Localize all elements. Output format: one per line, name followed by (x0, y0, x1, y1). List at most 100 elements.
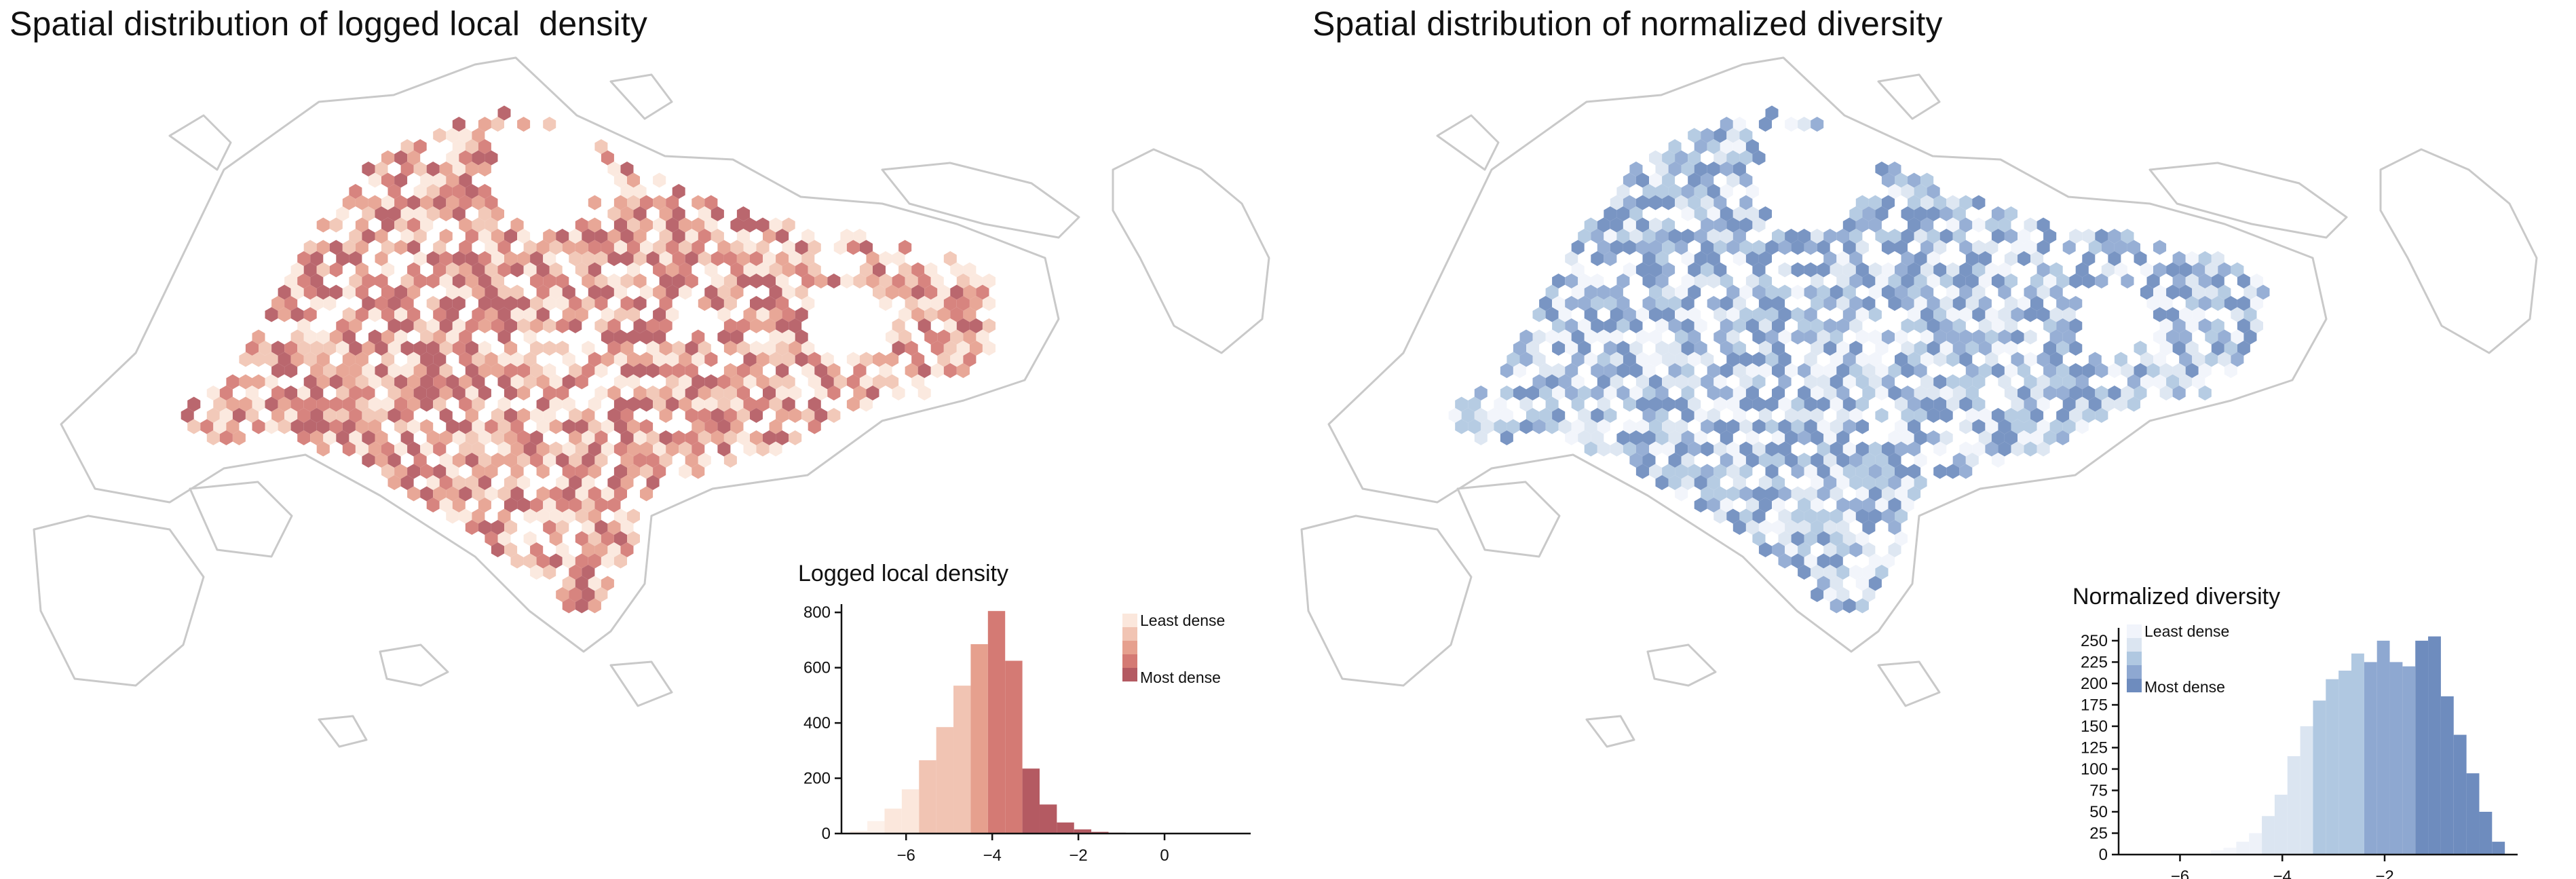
diversity-hex-cell (2179, 352, 2193, 367)
density-hex-cell (497, 441, 511, 457)
diversity-hex-cell (1578, 386, 1591, 400)
density-hex-cell (452, 475, 466, 490)
density-hex-cell (478, 341, 491, 356)
diversity-hex-cell (1726, 441, 1740, 457)
diversity-hex-cell (1649, 262, 1663, 278)
density-hex-cell (769, 352, 782, 367)
diversity-hex-cell (1707, 229, 1720, 244)
density-hex-cell (717, 374, 731, 390)
diversity-bar (2428, 636, 2441, 855)
density-hex-cell (342, 284, 356, 300)
diversity-hex-cell (1972, 441, 1986, 457)
density-hex-cell (517, 386, 531, 400)
density-hex-cell (756, 307, 770, 322)
density-hex-cell (717, 441, 731, 457)
density-hex-cell (620, 542, 634, 557)
density-hex-cell (672, 229, 685, 244)
diversity-hex-cell (1908, 464, 1921, 479)
density-hex-cell (252, 396, 265, 412)
density-hex-cell (723, 341, 737, 356)
density-hex-cell (420, 419, 434, 434)
diversity-hex-cell (1946, 352, 1960, 367)
density-hex-cell (717, 284, 731, 300)
density-hex-cell (523, 352, 537, 367)
density-hex-cell (355, 217, 368, 233)
density-hex-cell (290, 352, 304, 367)
density-hex-cell (640, 195, 654, 210)
diversity-hex-cell (1765, 352, 1779, 367)
diversity-hex-cell (1635, 217, 1649, 233)
diversity-hex-cell (1842, 396, 1856, 412)
density-map (33, 56, 1270, 748)
density-hex-cell (898, 240, 912, 255)
diversity-hex-cell (1635, 329, 1649, 345)
density-hex-cell (633, 251, 647, 266)
density-hex-cell (613, 419, 627, 434)
density-hex-cell (750, 251, 763, 266)
diversity-hex-cell (1978, 430, 1992, 445)
density-hex-cell (219, 430, 233, 445)
density-hex-cell (549, 508, 563, 524)
density-hex-cell (556, 341, 569, 356)
density-hex-cell (387, 296, 401, 311)
density-hex-cell (517, 363, 531, 378)
density-hex-cell (627, 396, 640, 412)
diversity-hex-cell (1701, 217, 1714, 233)
density-hex-cell (575, 576, 588, 591)
density-hex-cell (924, 329, 938, 345)
diversity-hex-cell (1584, 441, 1597, 457)
diversity-hex-cell (2030, 274, 2044, 288)
diversity-hex-cell (1991, 206, 2005, 221)
diversity-hex-cell (1842, 508, 1856, 524)
density-hex-cell (362, 408, 375, 423)
density-hex-cell (252, 329, 265, 345)
density-hex-cell (478, 274, 491, 288)
density-hex-cell (472, 352, 485, 367)
diversity-hex-cell (1726, 329, 1740, 345)
density-hex-cell (362, 162, 375, 176)
diversity-main-island-outline (1327, 56, 2328, 653)
diversity-hex-cell (1804, 464, 1817, 479)
density-hex-cell (575, 419, 588, 434)
density-hex-cell (814, 363, 828, 378)
density-hex-cell (898, 329, 912, 345)
diversity-hex-cell (1985, 307, 1999, 322)
diversity-hex-cell (1830, 598, 1843, 614)
diversity-bar (2326, 679, 2339, 855)
density-hex-cell (439, 341, 453, 356)
density-hex-cell (736, 341, 750, 356)
diversity-hex-cell (2056, 341, 2070, 356)
diversity-hex-cell (1836, 430, 1850, 445)
density-hex-cell (782, 396, 795, 412)
density-hex-cell (646, 251, 660, 266)
density-hex-cell (627, 508, 640, 524)
diversity-hex-cell (1830, 262, 1843, 278)
density-hex-cell (950, 329, 964, 345)
density-hex-cell (833, 374, 847, 390)
diversity-hex-cell (1720, 229, 1733, 244)
diversity-hex-cell (1649, 307, 1663, 322)
density-hex-cell (407, 195, 421, 210)
density-figure: Logged local density −6 −4 −2 0 02004006008… (33, 56, 1270, 865)
diversity-hex-cell (1901, 251, 1914, 266)
diversity-hex-cell (1468, 419, 1481, 434)
density-hex-cell (323, 430, 337, 445)
density-hex-cell (782, 307, 795, 322)
density-hex-cell (607, 251, 621, 266)
diversity-hex-cell (2114, 240, 2127, 255)
density-hex-cell (633, 206, 647, 221)
density-hex-cell (394, 307, 408, 322)
density-hex-cell (446, 419, 459, 434)
density-hex-cell (407, 486, 421, 502)
diversity-hex-cell (1545, 396, 1559, 412)
diversity-hex-cell (2088, 396, 2102, 412)
diversity-hex-cell (1681, 296, 1694, 311)
density-hex-cell (439, 274, 453, 288)
density-hex-cell (562, 464, 575, 479)
density-hex-cell (698, 430, 711, 445)
density-hex-cell (556, 498, 569, 512)
diversity-hex-cell (1978, 318, 1992, 333)
diversity-hex-cell (1836, 587, 1850, 602)
diversity-hex-cell (1623, 262, 1636, 278)
density-hex-cell (491, 318, 504, 333)
